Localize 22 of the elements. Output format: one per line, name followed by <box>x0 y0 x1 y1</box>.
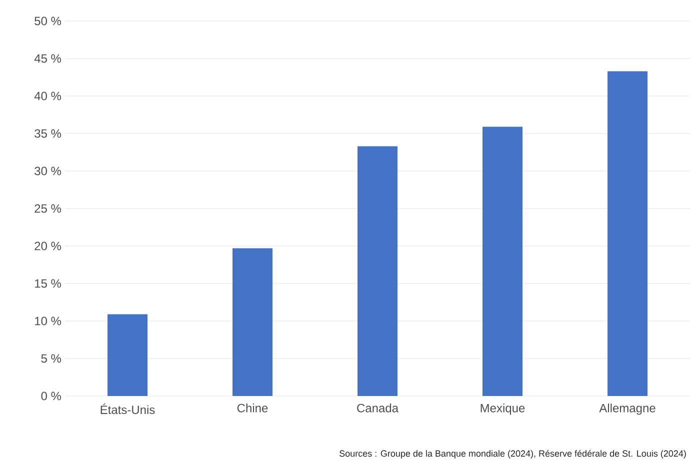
bar <box>358 146 398 396</box>
source-note: Sources : Groupe de la Banque mondiale (2024), Réserve fédérale de St. Louis (2024) <box>340 450 686 458</box>
y-tick-label: 10 % <box>35 316 62 326</box>
y-tick-label: 20 % <box>34 242 62 250</box>
bar <box>232 248 272 396</box>
y-tick-label: 40 % <box>34 92 62 100</box>
y-tick-label: 30 % <box>34 166 62 176</box>
y-tick-label: 5 % <box>41 354 62 363</box>
y-tick-label: 0 % <box>41 392 62 400</box>
y-tick-label: 25 % <box>34 204 62 213</box>
x-tick-label: Canada <box>357 404 399 412</box>
bar <box>482 126 523 396</box>
y-tick-label: 35 % <box>34 129 62 138</box>
bar <box>108 314 148 396</box>
y-tick-label: 50 % <box>34 16 62 26</box>
y-tick-label: 45 % <box>34 54 62 63</box>
bar <box>608 71 648 396</box>
x-tick-label: États-Unis <box>100 404 155 414</box>
y-tick-label: 15 % <box>35 279 62 288</box>
x-tick-label: Allemagne <box>599 404 656 415</box>
x-tick-label: Chine <box>237 404 268 412</box>
x-tick-label: Mexique <box>480 404 525 415</box>
